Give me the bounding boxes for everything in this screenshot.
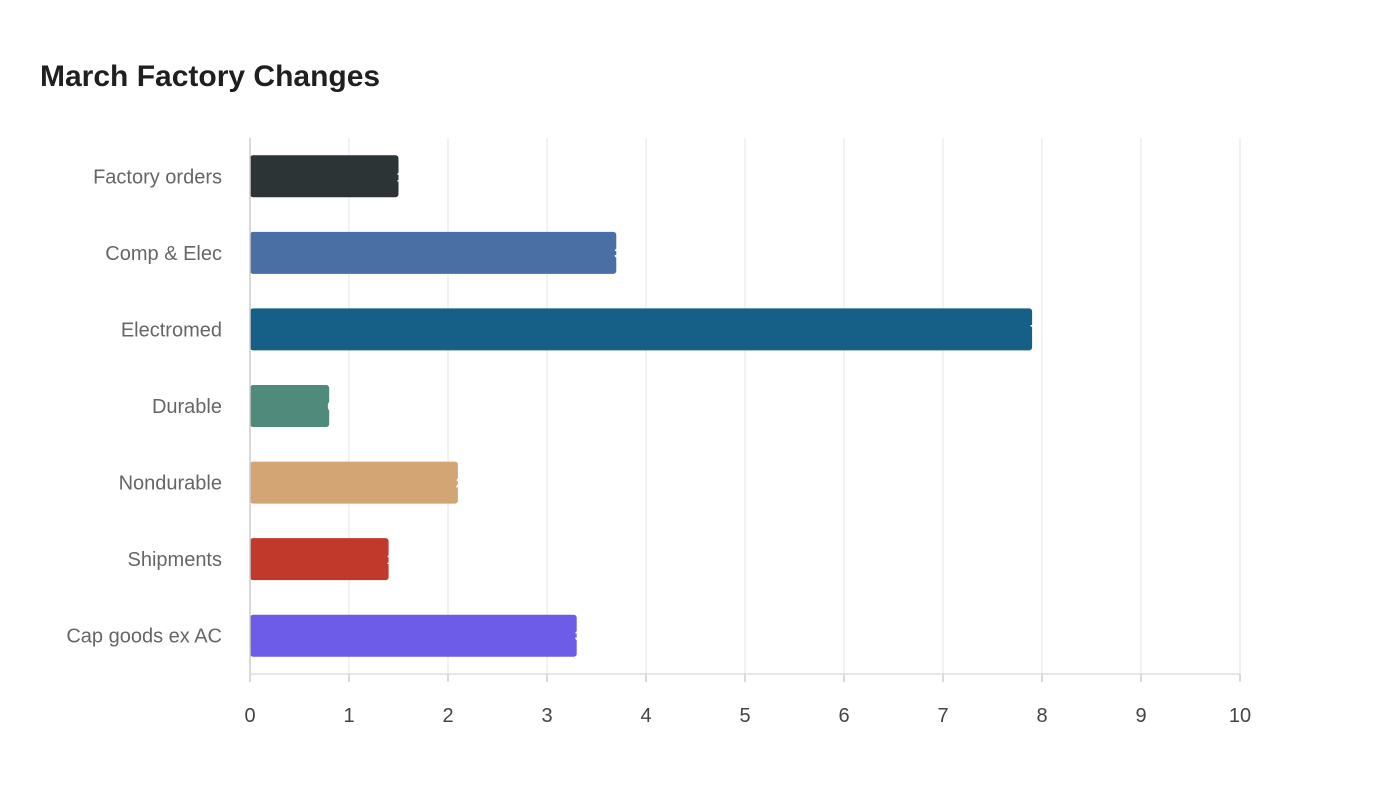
bar xyxy=(250,461,458,504)
tick-labels: 0 1 2 3 4 5 6 7 8 9 10 xyxy=(244,705,1251,727)
x-tick-label: 0 xyxy=(244,705,255,727)
x-tick-label: 5 xyxy=(739,705,750,727)
x-tick-label: 7 xyxy=(937,705,948,727)
bars: 1.5 3.7 7.9 0.8 2.1 1.4 3.3 xyxy=(250,155,1050,657)
data-label: 7.9 xyxy=(1030,321,1050,337)
bar xyxy=(250,155,399,198)
category-label: Nondurable xyxy=(119,473,222,495)
x-tick-label: 10 xyxy=(1229,705,1251,727)
data-label: 1.5 xyxy=(397,168,417,184)
category-label: Durable xyxy=(152,396,222,418)
bar xyxy=(250,614,577,657)
x-tick-label: 9 xyxy=(1135,705,1146,727)
x-tick-label: 6 xyxy=(838,705,849,727)
bar xyxy=(250,538,389,581)
x-tick-label: 1 xyxy=(343,705,354,727)
category-labels: Factory orders Comp & Elec Electromed Durab… xyxy=(66,166,222,647)
x-tick-label: 4 xyxy=(640,705,651,727)
category-label: Comp & Elec xyxy=(105,243,222,265)
data-label: 0.8 xyxy=(327,398,347,414)
category-label: Electromed xyxy=(121,319,222,341)
chart-title: March Factory Changes xyxy=(40,60,381,93)
gridlines xyxy=(249,138,1241,682)
category-label: Cap goods ex AC xyxy=(66,626,222,648)
data-label: 3.7 xyxy=(614,245,634,261)
bar xyxy=(250,231,617,274)
x-tick-label: 3 xyxy=(541,705,552,727)
bar xyxy=(250,308,1033,351)
data-label: 3.3 xyxy=(575,628,595,644)
x-tick-label: 8 xyxy=(1036,705,1047,727)
bar xyxy=(250,385,330,427)
x-tick-label: 2 xyxy=(442,705,453,727)
axes xyxy=(249,138,1240,675)
data-label: 1.4 xyxy=(387,551,407,567)
category-label: Shipments xyxy=(128,549,223,571)
data-label: 2.1 xyxy=(456,475,476,491)
category-label: Factory orders xyxy=(93,166,222,188)
